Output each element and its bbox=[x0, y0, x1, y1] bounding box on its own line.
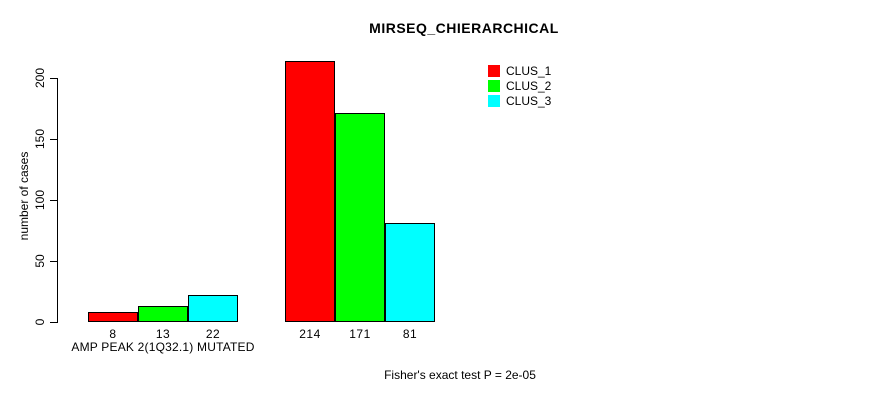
y-axis-tick-label: 200 bbox=[33, 67, 47, 89]
y-axis-tick-label: 50 bbox=[33, 254, 47, 268]
bar-value-label: 8 bbox=[109, 327, 117, 341]
legend-swatch-clus_3 bbox=[488, 94, 500, 107]
y-axis-tick bbox=[50, 200, 57, 201]
legend-swatch-clus_1 bbox=[488, 64, 500, 77]
bar-clus_1-group2 bbox=[285, 60, 335, 322]
y-axis-tick bbox=[50, 261, 57, 262]
bar-value-label: 81 bbox=[402, 327, 418, 341]
bar-value-label: 171 bbox=[349, 327, 371, 341]
legend-label: CLUS_2 bbox=[506, 78, 552, 93]
y-axis-tick bbox=[50, 139, 57, 140]
y-axis-tick-label: 100 bbox=[33, 189, 47, 211]
y-axis-tick-label: 150 bbox=[33, 128, 47, 150]
legend-item-clus_2: CLUS_2 bbox=[488, 78, 551, 93]
legend: CLUS_1 CLUS_2 CLUS_3 bbox=[488, 63, 551, 108]
y-axis-tick bbox=[50, 322, 57, 323]
footnote: Fisher's exact test P = 2e-05 bbox=[384, 368, 536, 382]
y-axis-tick-label: 0 bbox=[33, 318, 47, 326]
bar-value-label: 13 bbox=[155, 327, 171, 341]
legend-item-clus_3: CLUS_3 bbox=[488, 93, 551, 108]
y-axis-line bbox=[57, 78, 58, 323]
y-axis-label: number of cases bbox=[17, 151, 31, 241]
x-axis-group-label: AMP PEAK 2(1Q32.1) MUTATED bbox=[71, 340, 255, 354]
legend-label: CLUS_3 bbox=[506, 93, 552, 108]
bar-value-label: 214 bbox=[299, 327, 321, 341]
bar-clus_1-group1 bbox=[88, 312, 138, 322]
legend-label: CLUS_1 bbox=[506, 63, 552, 78]
y-axis-tick bbox=[50, 78, 57, 79]
chart-title: MIRSEQ_CHIERARCHICAL bbox=[369, 20, 559, 36]
bar-value-label: 22 bbox=[205, 327, 221, 341]
bar-clus_3-group2 bbox=[385, 223, 435, 322]
bar-clus_3-group1 bbox=[188, 295, 238, 322]
bar-clus_2-group2 bbox=[335, 113, 385, 322]
legend-item-clus_1: CLUS_1 bbox=[488, 63, 551, 78]
bar-clus_2-group1 bbox=[138, 306, 188, 322]
legend-swatch-clus_2 bbox=[488, 79, 500, 92]
